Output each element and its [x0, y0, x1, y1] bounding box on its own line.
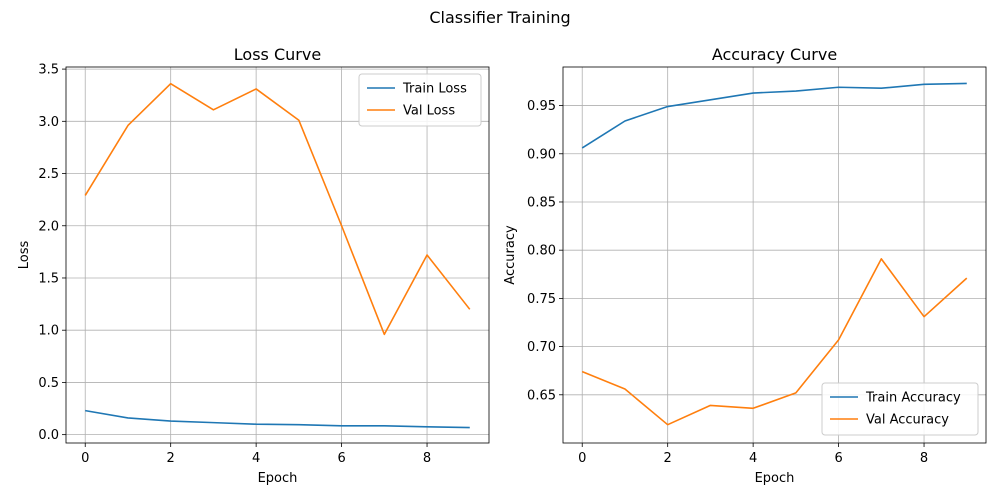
figure-suptitle: Classifier Training [429, 8, 570, 27]
loss-legend-box [358, 73, 482, 127]
loss-series-line-train [85, 409, 470, 429]
accuracy-y-tick-label: 0.80 [527, 244, 556, 259]
loss-y-tick-label: 0.5 [38, 376, 59, 391]
loss-y-tick-label: 3.5 [38, 63, 59, 78]
accuracy-series-line-val [581, 258, 968, 426]
loss-series-line-val [84, 82, 471, 336]
accuracy-y-tick-label: 0.90 [527, 147, 556, 162]
accuracy-y-tick-label: 0.75 [527, 292, 556, 307]
accuracy-plot-frame [562, 66, 987, 444]
loss-y-tick-label: 2.5 [38, 167, 59, 182]
accuracy-legend: Train Accuracy Val Accuracy [821, 382, 979, 436]
loss-x-tick-label: 4 [252, 451, 260, 466]
accuracy-y-tick-label: 0.70 [527, 340, 556, 355]
loss-x-tick-label: 0 [81, 451, 89, 466]
loss-y-tick-label: 1.0 [38, 324, 59, 339]
loss-y-tick-label: 3.0 [38, 115, 59, 130]
accuracy-x-tick-label: 4 [749, 451, 757, 466]
loss-plot-frame [65, 66, 490, 444]
accuracy-legend-label: Train Accuracy [865, 391, 961, 406]
loss-curve-panel: 0 2 4 6 8 0.0 0.5 1.0 1.5 2.0 2.5 3.0 3.5 Loss Curve E… [17, 45, 490, 486]
accuracy-legend-label: Val Accuracy [866, 413, 949, 428]
loss-y-tick-label: 2.0 [38, 219, 59, 234]
loss-x-tick-label: 6 [337, 451, 345, 466]
accuracy-y-axis-label: Accuracy [503, 225, 518, 285]
loss-x-axis-label: Epoch [258, 471, 298, 486]
accuracy-curve-panel: 0 2 4 6 8 0.65 0.70 0.75 0.80 0.85 0.90 0.95 Accurac… [503, 45, 987, 486]
loss-x-tick-label: 8 [423, 451, 431, 466]
accuracy-series-line-train [581, 82, 967, 149]
loss-chart-title: Loss Curve [234, 45, 321, 64]
loss-x-tick-label: 2 [167, 451, 175, 466]
accuracy-x-tick-label: 2 [664, 451, 672, 466]
accuracy-x-tick-label: 0 [578, 451, 586, 466]
loss-y-axis-label: Loss [17, 241, 32, 270]
accuracy-chart-title: Accuracy Curve [712, 45, 837, 64]
loss-legend: Train Loss Val Loss [358, 73, 482, 127]
loss-y-tick-label: 0.0 [38, 428, 59, 443]
accuracy-y-tick-label: 0.95 [527, 99, 556, 114]
loss-legend-label: Val Loss [403, 104, 455, 119]
accuracy-y-tick-label: 0.85 [527, 195, 556, 210]
accuracy-legend-box [821, 382, 979, 436]
loss-y-tick-label: 1.5 [38, 271, 59, 286]
accuracy-x-tick-label: 8 [920, 451, 928, 466]
accuracy-y-tick-label: 0.65 [527, 388, 556, 403]
accuracy-x-axis-label: Epoch [755, 471, 795, 486]
loss-legend-label: Train Loss [402, 82, 467, 97]
accuracy-x-tick-label: 6 [834, 451, 842, 466]
